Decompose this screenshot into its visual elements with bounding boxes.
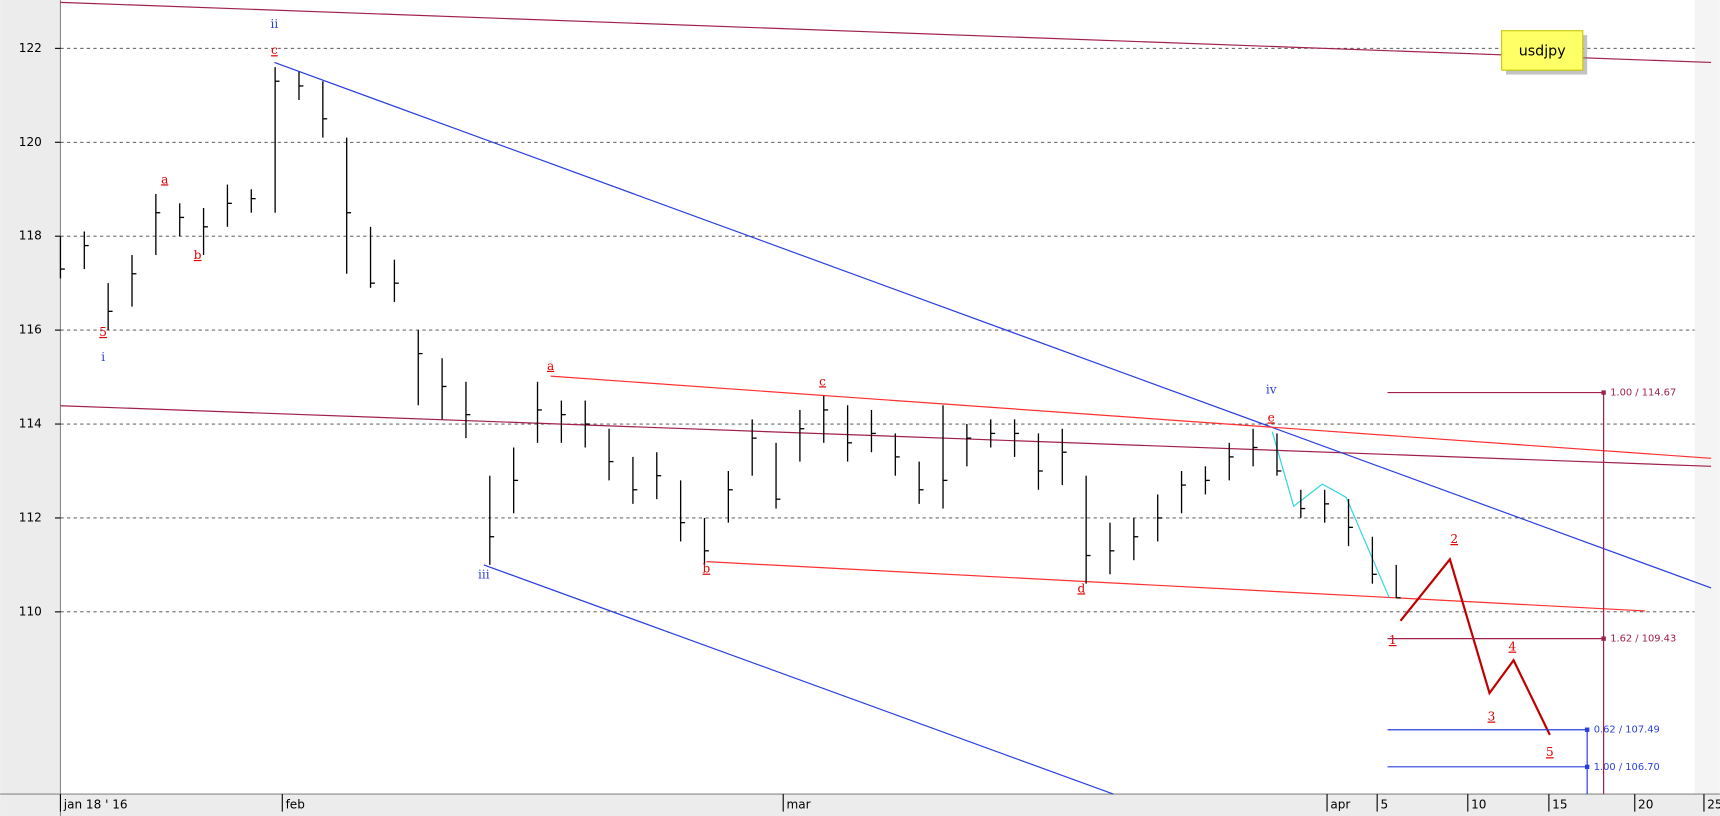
y-tick-label: 114 (19, 417, 42, 431)
symbol-note: usdjpy (1501, 30, 1588, 75)
y-tick-label: 112 (19, 510, 42, 524)
trendlines (60, 1, 1712, 795)
wave-label: 3 (1488, 710, 1496, 724)
y-tick-label: 120 (19, 135, 42, 149)
grid (60, 47, 1695, 613)
wave-label: b (703, 562, 711, 576)
fib-label: 1.00 / 114.67 (1610, 388, 1676, 399)
wave-label: 5 (99, 325, 107, 339)
wave-label: c (819, 374, 826, 388)
trendline (60, 405, 1712, 467)
x-tick-label: 10 (1471, 798, 1486, 812)
wave-label: i (101, 350, 105, 364)
wave-label: 4 (1509, 640, 1517, 654)
x-tick-label: 20 (1638, 798, 1653, 812)
y-tick-label: 116 (19, 323, 42, 337)
wave-label: c (271, 43, 278, 57)
x-axis-panel (0, 794, 1720, 816)
trendline (483, 564, 1114, 795)
trendline (274, 61, 1712, 589)
x-tick-label: mar (786, 798, 810, 812)
trendline (550, 375, 1712, 459)
x-tick-label: 25 (1707, 798, 1720, 812)
trendline (1399, 556, 1551, 736)
right-panel (1694, 0, 1720, 795)
wave-label: ii (271, 17, 279, 31)
wave-label: 1 (1389, 633, 1397, 647)
fib-label: 1.62 / 109.43 (1610, 634, 1676, 645)
fib-label: 0.62 / 107.49 (1594, 725, 1660, 736)
x-tick-label: feb (286, 798, 305, 812)
y-axis-panel (0, 0, 61, 816)
x-tick-label: 5 (1380, 798, 1388, 812)
note (1501, 30, 1584, 71)
trendline (706, 561, 1646, 612)
wave-label: d (1078, 581, 1086, 595)
wave-label: 5 (1546, 745, 1554, 759)
wave-label: 2 (1450, 532, 1458, 546)
y-tick-label: 118 (19, 229, 42, 243)
x-tick-label: 15 (1552, 798, 1567, 812)
trendline (60, 1, 1712, 64)
fib-label: 1.00 / 106.70 (1594, 762, 1660, 773)
x-tick-label: jan 18 ' 16 (63, 798, 128, 812)
wave-label: iv (1266, 383, 1277, 397)
x-tick-label: apr (1330, 798, 1350, 812)
wave-label: e (1268, 410, 1275, 424)
symbol: usdjpy (1519, 44, 1567, 60)
wave-label: b (194, 248, 202, 262)
wave-label: a (161, 172, 168, 186)
wave-label: a (547, 359, 554, 373)
trendline (1271, 431, 1390, 598)
price-bars (59, 67, 1401, 599)
y-tick-label: 110 (19, 604, 42, 618)
y-tick-label: 122 (19, 41, 42, 55)
wave-label: iii (478, 567, 490, 581)
